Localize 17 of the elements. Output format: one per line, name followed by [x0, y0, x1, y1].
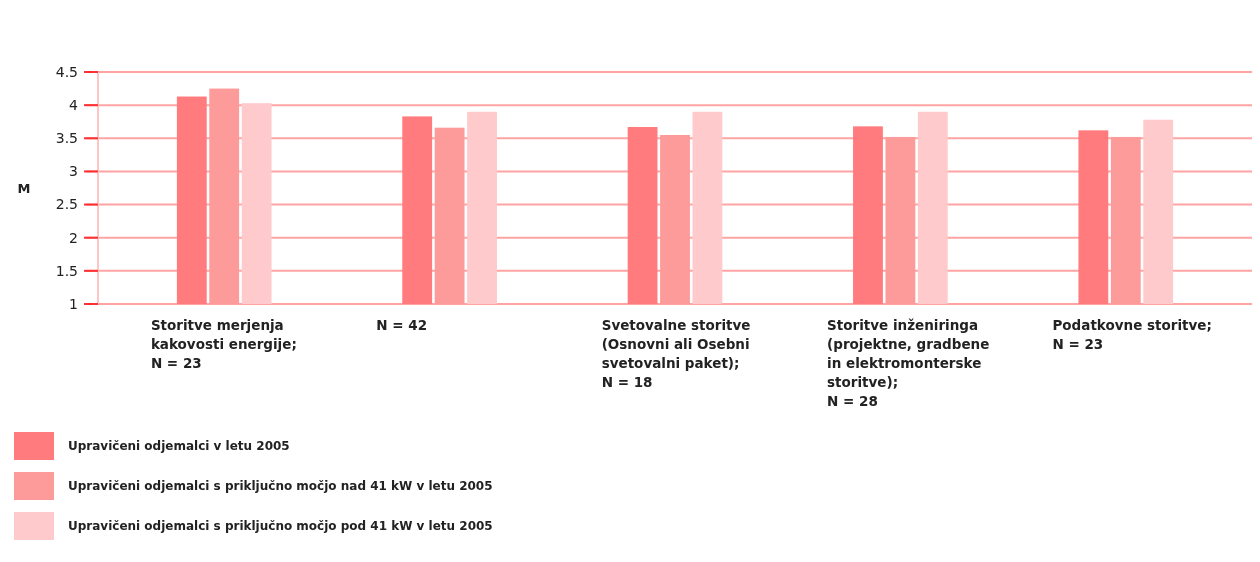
x-tick-label: N = 42 — [376, 317, 428, 333]
legend-label: Upravičeni odjemalci s priključno močjo pod 41 kW v letu 2005 — [68, 519, 493, 534]
y-axis-title: M — [17, 180, 31, 196]
legend-label: Upravičeni odjemalci s priključno močjo nad 41 kW v letu 2005 — [68, 479, 493, 494]
legend-label: Upravičeni odjemalci v letu 2005 — [68, 439, 290, 454]
y-tick-label: 2 — [69, 229, 78, 246]
y-tick-label: 4.5 — [55, 63, 78, 80]
x-tick-label: Svetovalne storitve (Osnovni ali Osebni svetovalni paket); N = 18 — [601, 317, 751, 390]
y-tick-label: 1 — [69, 295, 78, 312]
y-tick-label: 3 — [69, 163, 78, 180]
y-tick-label: 3.5 — [55, 130, 78, 147]
x-tick-label: Storitve merjenja kakovosti energije; N = 23 — [150, 317, 297, 371]
x-tick-label: Storitve inženiringa (projektne, gradbene in elektromonterske storitve); N = 28 — [827, 317, 990, 409]
y-tick-label: 2.5 — [55, 196, 78, 213]
y-tick-label: 4 — [69, 97, 79, 114]
x-tick-label: Podatkovne storitve; N = 23 — [1052, 317, 1212, 352]
y-tick-label: 1.5 — [55, 262, 78, 279]
